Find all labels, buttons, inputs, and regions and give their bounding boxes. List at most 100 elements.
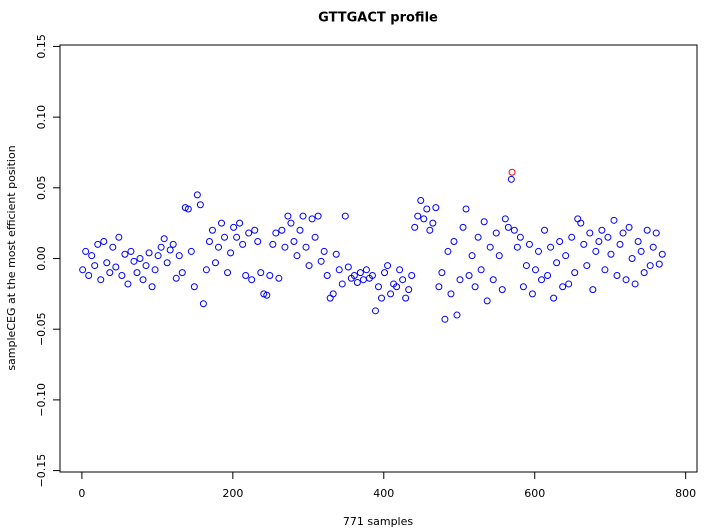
point	[414, 212, 422, 220]
point	[275, 274, 283, 282]
point	[583, 262, 591, 270]
x-tick-label: 800	[675, 487, 696, 500]
point	[154, 252, 162, 260]
point	[224, 269, 232, 277]
plot-box	[59, 44, 698, 473]
point	[468, 252, 476, 260]
point	[577, 219, 585, 227]
point	[172, 274, 180, 282]
point	[559, 283, 567, 291]
point	[269, 240, 277, 248]
point	[510, 226, 518, 234]
point	[393, 283, 401, 291]
point	[423, 205, 431, 213]
point	[655, 260, 663, 268]
point	[432, 204, 440, 212]
point	[178, 269, 186, 277]
point	[148, 283, 156, 291]
point	[387, 290, 395, 298]
point	[438, 269, 446, 277]
point	[501, 215, 509, 223]
y-axis-label: sampleCEG at the most efficient position	[5, 145, 18, 370]
point	[263, 291, 271, 299]
point	[368, 271, 376, 279]
point	[266, 271, 274, 279]
point	[290, 238, 298, 246]
point	[163, 259, 171, 267]
point	[622, 276, 630, 284]
point	[444, 247, 452, 255]
y-tick-label: −0.15	[35, 454, 48, 488]
point	[136, 255, 144, 262]
point	[640, 269, 648, 277]
y-tick-label: 0.15	[35, 34, 48, 59]
point	[486, 243, 494, 251]
point	[483, 297, 491, 305]
point	[214, 243, 222, 251]
point	[637, 247, 645, 255]
point	[613, 271, 621, 279]
point	[227, 249, 235, 257]
point	[332, 250, 340, 258]
point	[450, 238, 458, 246]
point	[498, 286, 506, 294]
y-tick-label: −0.10	[35, 383, 48, 417]
point	[625, 223, 633, 231]
point	[284, 212, 292, 220]
point	[106, 269, 114, 277]
point	[323, 271, 331, 279]
point	[477, 266, 485, 274]
point	[326, 294, 334, 302]
point	[375, 283, 382, 291]
point	[417, 197, 425, 205]
point	[208, 226, 216, 234]
point	[248, 276, 256, 284]
point	[544, 271, 552, 279]
point	[193, 191, 201, 199]
point	[571, 269, 579, 277]
point	[562, 252, 570, 260]
point	[160, 235, 168, 243]
point	[218, 219, 226, 227]
point	[79, 266, 87, 274]
point	[399, 276, 407, 284]
point	[465, 271, 473, 279]
point	[145, 249, 153, 257]
point	[278, 226, 286, 234]
point	[553, 259, 561, 267]
point	[341, 212, 349, 220]
point	[184, 205, 192, 213]
point	[531, 266, 539, 274]
point	[550, 294, 558, 302]
point	[435, 283, 443, 291]
point	[317, 257, 325, 265]
point	[139, 276, 147, 284]
point	[658, 250, 666, 258]
point	[471, 283, 479, 291]
x-tick-label: 400	[373, 487, 394, 500]
point	[254, 238, 262, 246]
point	[230, 223, 238, 231]
point	[441, 315, 449, 323]
point	[480, 218, 488, 226]
point	[362, 266, 370, 274]
point	[607, 250, 615, 258]
point	[103, 259, 111, 267]
point	[420, 215, 428, 223]
point	[115, 233, 123, 241]
point	[329, 290, 337, 298]
point	[118, 271, 126, 279]
point	[157, 243, 165, 251]
point	[305, 262, 313, 270]
point	[356, 269, 364, 277]
point	[353, 279, 361, 287]
point	[221, 233, 229, 241]
point	[652, 229, 660, 237]
point	[91, 262, 99, 270]
point	[595, 238, 603, 246]
y-tick-label: −0.05	[35, 312, 48, 346]
point	[598, 226, 606, 234]
point	[85, 271, 93, 279]
point	[384, 262, 392, 270]
